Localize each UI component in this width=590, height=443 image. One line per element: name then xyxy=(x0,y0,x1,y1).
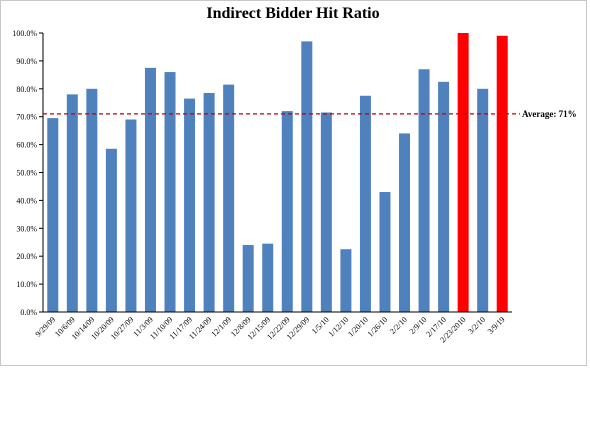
bar xyxy=(164,72,176,312)
bar xyxy=(86,88,98,312)
bar xyxy=(340,249,352,312)
bar xyxy=(203,92,215,312)
bar xyxy=(359,95,371,313)
bar xyxy=(399,133,411,312)
x-tick-label: 1/26/10 xyxy=(366,315,390,339)
y-tick-label: 20.0% xyxy=(16,252,37,261)
average-label: Average: 71% xyxy=(522,109,577,119)
bar xyxy=(125,119,137,313)
bar xyxy=(320,112,332,312)
bar xyxy=(184,98,196,312)
y-tick-label: 70.0% xyxy=(16,113,37,122)
average-line-group: Average: 71% xyxy=(43,109,577,119)
chart-frame xyxy=(0,0,587,366)
y-tick-label: 90.0% xyxy=(16,57,37,66)
x-tick-label: 3/9/19 xyxy=(486,315,507,336)
bar-highlighted xyxy=(496,35,508,312)
bar xyxy=(418,69,430,313)
y-tick-label: 40.0% xyxy=(16,196,37,205)
bar xyxy=(242,245,254,312)
y-tick-label: 80.0% xyxy=(16,85,37,94)
y-tick-label: 100.0% xyxy=(12,29,37,38)
bar xyxy=(66,94,78,312)
x-tick-label: 2/2/10 xyxy=(388,315,409,336)
x-tick-label: 1/20/10 xyxy=(346,315,370,339)
y-tick-label: 0.0% xyxy=(20,308,37,317)
bar xyxy=(47,118,59,312)
y-tick-label: 10.0% xyxy=(16,280,37,289)
bar xyxy=(301,41,313,313)
bar xyxy=(379,192,391,312)
x-tick-label: 12/1/09 xyxy=(209,315,233,339)
y-axis: 0.0% 10.0% 20.0% 30.0% 40.0% 50.0% 60.0% 70.0% 8… xyxy=(12,29,44,317)
x-tick-label: 1/12/10 xyxy=(327,315,351,339)
y-tick-label: 60.0% xyxy=(16,141,37,150)
bar xyxy=(438,81,450,312)
bar xyxy=(281,111,293,313)
bar xyxy=(223,84,235,313)
x-axis: 9/29/0910/6/0910/14/0910/20/0910/27/0911… xyxy=(34,311,512,344)
bar xyxy=(105,148,117,312)
x-tick-label: 3/2/10 xyxy=(466,315,487,336)
bar xyxy=(262,243,274,312)
bar-highlighted xyxy=(457,33,469,312)
y-tick-label: 30.0% xyxy=(16,224,37,233)
y-tick-label: 50.0% xyxy=(16,169,37,178)
x-tick-label: 9/29/09 xyxy=(34,315,58,339)
bar xyxy=(477,88,489,312)
bars xyxy=(47,33,508,313)
bar xyxy=(144,67,156,312)
chart-title: Indirect Bidder Hit Ratio xyxy=(206,5,379,22)
